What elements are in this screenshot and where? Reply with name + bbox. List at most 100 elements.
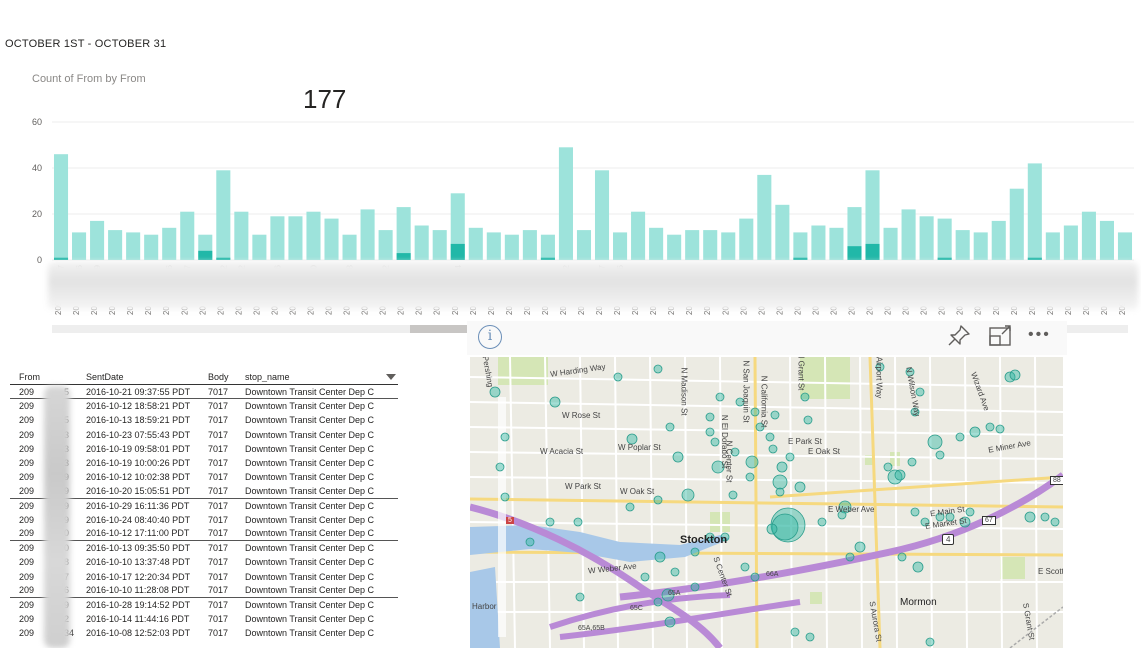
map-bubble[interactable] <box>573 517 583 527</box>
map-bubble[interactable] <box>897 552 907 562</box>
bar-highlight[interactable] <box>865 243 880 260</box>
map-bubble[interactable] <box>927 434 943 450</box>
map-bubble[interactable] <box>750 572 760 582</box>
map-bubble[interactable] <box>766 523 778 535</box>
map-bubble[interactable] <box>790 627 800 637</box>
bar[interactable] <box>270 216 285 260</box>
bar[interactable] <box>504 234 519 260</box>
pin-visual-icon[interactable] <box>946 324 972 348</box>
map-bubble[interactable] <box>495 462 505 472</box>
map-bubble[interactable] <box>907 457 917 467</box>
bar[interactable] <box>649 227 664 260</box>
bar[interactable] <box>90 220 105 260</box>
map-bubble[interactable] <box>711 460 725 474</box>
map-bubble[interactable] <box>945 512 955 522</box>
map-bubble[interactable] <box>800 392 810 402</box>
column-header-sentdate[interactable]: SentDate <box>86 372 124 382</box>
bar[interactable] <box>919 216 934 260</box>
map-bubble[interactable] <box>910 407 920 417</box>
map-bubble[interactable] <box>910 507 920 517</box>
map-bubble[interactable] <box>969 426 981 438</box>
sort-descending-icon[interactable] <box>386 374 396 380</box>
bar[interactable] <box>558 147 573 260</box>
map-bubble[interactable] <box>545 517 555 527</box>
map-bubble[interactable] <box>664 616 676 628</box>
map-bubble[interactable] <box>705 412 715 422</box>
map-bubble[interactable] <box>525 537 535 547</box>
bar[interactable] <box>414 225 429 261</box>
bar[interactable] <box>1009 188 1024 260</box>
map-bubble[interactable] <box>710 437 720 447</box>
bar[interactable] <box>234 211 249 260</box>
bar[interactable] <box>108 230 123 260</box>
bar[interactable] <box>594 170 610 260</box>
stop-map[interactable]: W Harding Way W Rose St W Acacia St W Po… <box>470 357 1063 648</box>
map-bubble[interactable] <box>935 450 945 460</box>
map-bubble[interactable] <box>772 474 788 490</box>
bar[interactable] <box>432 230 447 260</box>
bar[interactable] <box>793 232 808 260</box>
map-bubble[interactable] <box>690 582 700 592</box>
bar[interactable] <box>631 211 646 260</box>
map-bubble[interactable] <box>728 490 738 500</box>
map-bubble[interactable] <box>626 433 638 445</box>
info-icon[interactable]: i <box>478 325 502 349</box>
map-bubble[interactable] <box>955 432 965 442</box>
map-bubble[interactable] <box>775 487 785 497</box>
bar[interactable] <box>53 154 69 260</box>
bar[interactable] <box>342 234 357 260</box>
bar[interactable] <box>667 234 682 260</box>
bar[interactable] <box>613 232 628 260</box>
map-bubble[interactable] <box>1009 369 1021 381</box>
map-bubble[interactable] <box>640 572 650 582</box>
bar[interactable] <box>486 232 501 260</box>
map-bubble[interactable] <box>817 517 827 527</box>
bar[interactable] <box>306 211 321 260</box>
bar-highlight[interactable] <box>937 257 952 260</box>
map-bubble[interactable] <box>985 422 995 432</box>
bar[interactable] <box>1027 163 1042 260</box>
map-bubble[interactable] <box>661 588 675 602</box>
map-bubble[interactable] <box>745 472 755 482</box>
map-bubble[interactable] <box>1024 511 1036 523</box>
bar-highlight[interactable] <box>396 253 411 260</box>
bar[interactable] <box>937 218 952 260</box>
bar[interactable] <box>1063 225 1078 261</box>
map-bubble[interactable] <box>1040 512 1050 522</box>
bar[interactable] <box>991 220 1006 260</box>
bar[interactable] <box>378 230 393 260</box>
map-bubble[interactable] <box>768 444 778 454</box>
more-options-icon[interactable]: ••• <box>1028 326 1051 343</box>
map-bubble[interactable] <box>745 455 759 469</box>
map-bubble[interactable] <box>681 488 695 502</box>
bar[interactable] <box>811 225 826 261</box>
bar[interactable] <box>216 170 231 260</box>
bar[interactable] <box>757 174 772 260</box>
map-bubble[interactable] <box>613 372 623 382</box>
bar[interactable] <box>288 216 303 260</box>
map-bubble[interactable] <box>730 447 740 457</box>
bar[interactable] <box>955 230 970 260</box>
column-header-stop-name[interactable]: stop_name <box>245 372 290 382</box>
map-bubble[interactable] <box>883 462 893 472</box>
bar[interactable] <box>324 218 339 260</box>
bar[interactable] <box>468 227 483 260</box>
bar[interactable] <box>1081 211 1096 260</box>
map-bubble[interactable] <box>776 461 788 473</box>
map-bubble[interactable] <box>500 432 510 442</box>
bar[interactable] <box>396 207 411 260</box>
bar-highlight[interactable] <box>847 246 862 260</box>
bar[interactable] <box>180 211 195 260</box>
map-bubble[interactable] <box>838 500 852 514</box>
map-bubble[interactable] <box>965 507 975 517</box>
map-bubble[interactable] <box>915 387 925 397</box>
bar[interactable] <box>126 232 141 260</box>
bar-highlight[interactable] <box>540 257 555 260</box>
map-bubble[interactable] <box>959 516 971 528</box>
map-bubble[interactable] <box>670 567 680 577</box>
bar[interactable] <box>540 234 555 260</box>
map-bubble[interactable] <box>625 502 635 512</box>
bar[interactable] <box>1117 232 1133 260</box>
map-bubble[interactable] <box>740 562 750 572</box>
bar[interactable] <box>865 170 880 260</box>
